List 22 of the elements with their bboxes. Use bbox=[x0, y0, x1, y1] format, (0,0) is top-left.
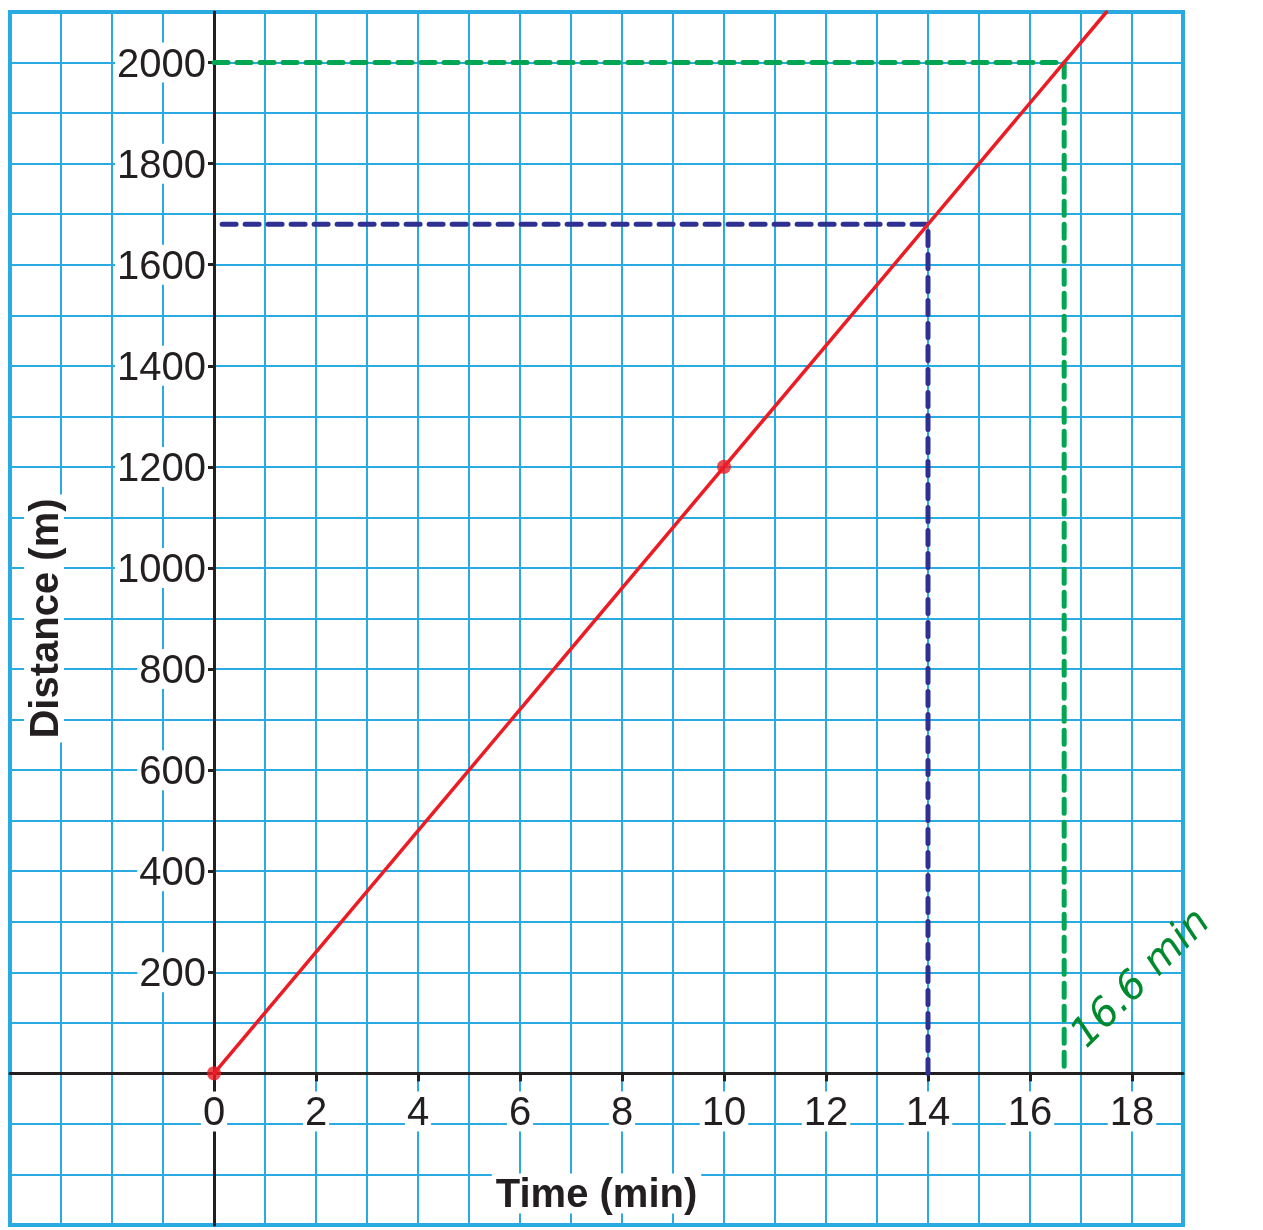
y-tick-label: 1800 bbox=[117, 141, 206, 186]
x-tick-label: 12 bbox=[803, 1089, 849, 1134]
x-tick-label: 6 bbox=[508, 1089, 532, 1134]
y-tick-label: 600 bbox=[139, 748, 206, 793]
x-tick-label: 8 bbox=[610, 1089, 634, 1134]
x-axis-title: Time (min) bbox=[495, 1171, 698, 1216]
x-tick-label: 14 bbox=[905, 1089, 951, 1134]
y-tick-label: 2000 bbox=[117, 40, 206, 85]
x-tick-label: 0 bbox=[202, 1089, 226, 1134]
y-tick-label: 400 bbox=[139, 849, 206, 894]
y-tick-label: 200 bbox=[139, 950, 206, 995]
x-tick-label: 16 bbox=[1007, 1089, 1053, 1134]
y-tick-label: 1600 bbox=[117, 242, 206, 287]
y-tick-label: 800 bbox=[139, 647, 206, 692]
x-tick-label: 2 bbox=[304, 1089, 328, 1134]
y-axis-title: Distance (m) bbox=[22, 498, 66, 739]
y-tick-label: 1400 bbox=[117, 343, 206, 388]
y-tick-label: 1000 bbox=[117, 545, 206, 590]
x-tick-label: 18 bbox=[1109, 1089, 1155, 1134]
x-tick-label: 4 bbox=[406, 1089, 430, 1134]
x-tick-label: 10 bbox=[701, 1089, 747, 1134]
y-tick-label: 1200 bbox=[117, 444, 206, 489]
